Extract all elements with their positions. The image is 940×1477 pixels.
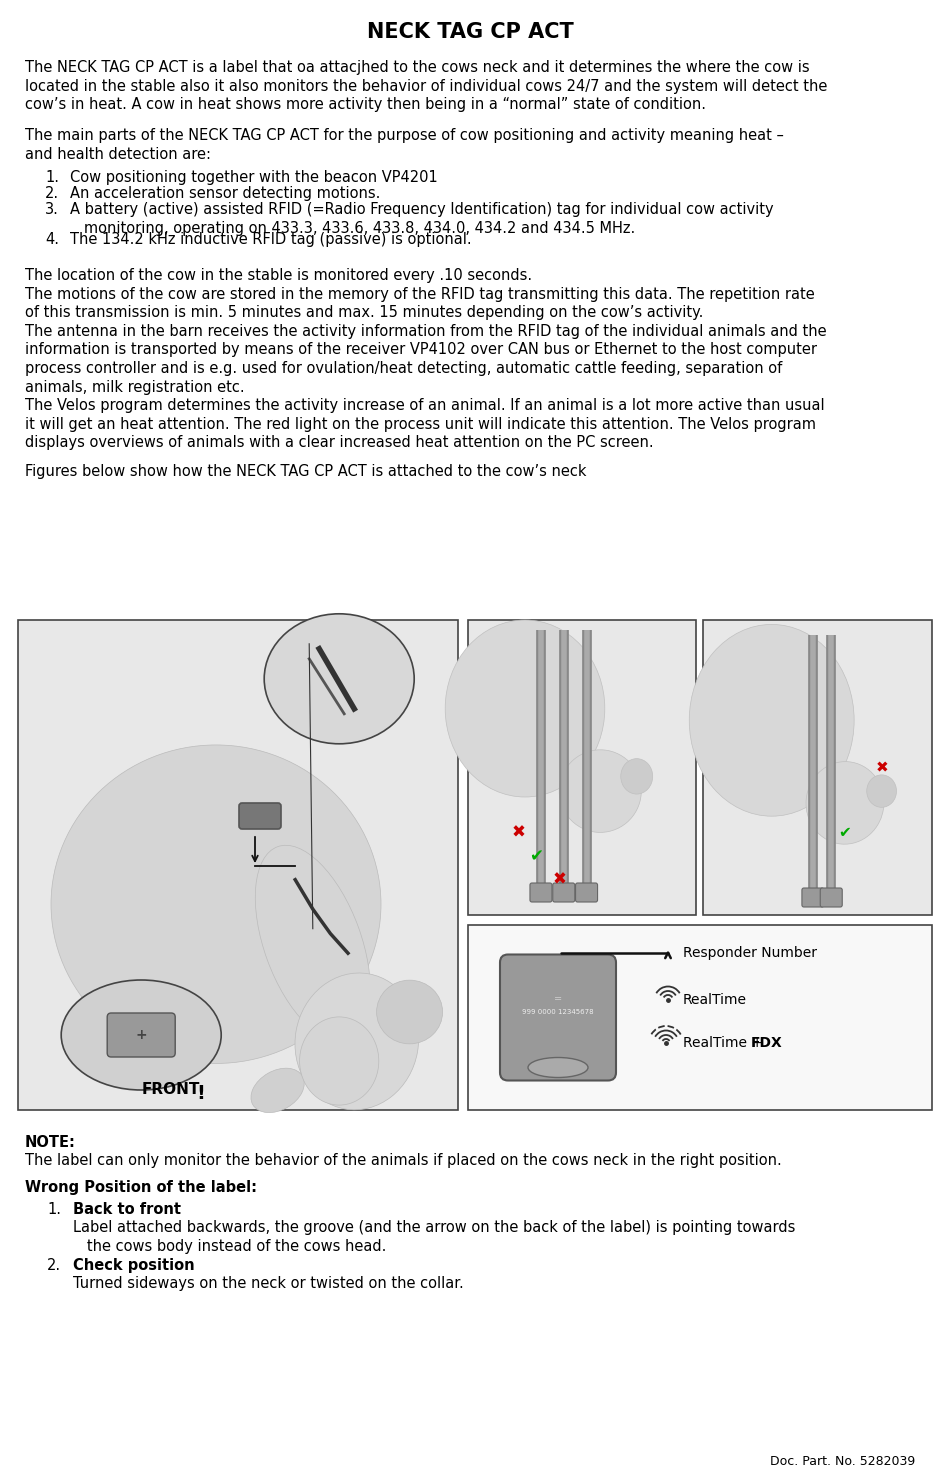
Text: Back to front: Back to front (73, 1202, 181, 1217)
Text: 1.: 1. (47, 1202, 61, 1217)
Text: Responder Number: Responder Number (683, 945, 817, 960)
Text: 1.: 1. (45, 170, 59, 185)
Text: 4.: 4. (45, 232, 59, 247)
Ellipse shape (61, 981, 221, 1090)
FancyBboxPatch shape (553, 883, 574, 902)
Text: ✖: ✖ (875, 761, 888, 775)
Ellipse shape (300, 1016, 379, 1105)
Ellipse shape (256, 845, 370, 1041)
Text: ✖: ✖ (511, 823, 525, 842)
Text: The 134.2 kHz inductive RFID tag (passive) is optional.: The 134.2 kHz inductive RFID tag (passiv… (70, 232, 472, 247)
Ellipse shape (446, 620, 604, 798)
Text: 3.: 3. (45, 202, 59, 217)
Text: ✖: ✖ (553, 870, 566, 889)
FancyBboxPatch shape (821, 888, 842, 907)
Text: An acceleration sensor detecting motions.: An acceleration sensor detecting motions… (70, 186, 381, 201)
Ellipse shape (251, 1068, 305, 1112)
Text: The NECK TAG CP ACT is a label that oa attacjhed to the cows neck and it determi: The NECK TAG CP ACT is a label that oa a… (25, 61, 827, 112)
Ellipse shape (264, 614, 415, 744)
Text: Check position: Check position (73, 1258, 195, 1273)
Bar (18, 620, 458, 1111)
Text: Cow positioning together with the beacon VP4201: Cow positioning together with the beacon… (70, 170, 438, 185)
FancyBboxPatch shape (575, 883, 598, 902)
Bar (468, 925, 932, 1111)
Bar (703, 620, 932, 914)
Bar (468, 620, 696, 914)
FancyBboxPatch shape (802, 888, 824, 907)
Text: ✔: ✔ (529, 846, 543, 866)
FancyBboxPatch shape (500, 954, 616, 1081)
Text: The Velos program determines the activity increase of an animal. If an animal is: The Velos program determines the activit… (25, 397, 824, 450)
Text: +: + (135, 1028, 147, 1041)
Text: The location of the cow in the stable is monitored every .10 seconds.
The motion: The location of the cow in the stable is… (25, 267, 826, 394)
Ellipse shape (806, 762, 884, 845)
Text: NOTE:: NOTE: (25, 1134, 76, 1151)
Text: The main parts of the NECK TAG CP ACT for the purpose of cow positioning and act: The main parts of the NECK TAG CP ACT fo… (25, 128, 784, 161)
FancyBboxPatch shape (530, 883, 552, 902)
Text: 2.: 2. (47, 1258, 61, 1273)
Ellipse shape (867, 775, 897, 808)
Ellipse shape (51, 744, 381, 1063)
Text: RealTime +: RealTime + (683, 1035, 767, 1050)
Text: 999 0000 12345678: 999 0000 12345678 (523, 1009, 594, 1016)
Text: FDX: FDX (751, 1035, 783, 1050)
Text: Wrong Position of the label:: Wrong Position of the label: (25, 1180, 257, 1195)
Ellipse shape (689, 625, 854, 817)
Text: ✔: ✔ (838, 824, 852, 840)
FancyBboxPatch shape (107, 1013, 175, 1058)
Text: The label can only monitor the behavior of the animals if placed on the cows nec: The label can only monitor the behavior … (25, 1154, 782, 1168)
Text: Label attached backwards, the groove (and the arrow on the back of the label) is: Label attached backwards, the groove (an… (73, 1220, 795, 1254)
Ellipse shape (528, 1058, 588, 1078)
Text: A battery (active) assisted RFID (=Radio Frequency Identification) tag for indiv: A battery (active) assisted RFID (=Radio… (70, 202, 774, 236)
Ellipse shape (559, 750, 641, 833)
FancyBboxPatch shape (239, 803, 281, 829)
Text: FRONT: FRONT (141, 1083, 199, 1097)
Text: !: ! (196, 1084, 205, 1103)
Ellipse shape (377, 981, 443, 1044)
Text: NECK TAG CP ACT: NECK TAG CP ACT (367, 22, 573, 41)
Ellipse shape (620, 759, 652, 795)
Text: Turned sideways on the neck or twisted on the collar.: Turned sideways on the neck or twisted o… (73, 1276, 463, 1291)
Text: RealTime: RealTime (683, 993, 747, 1007)
Text: Figures below show how the NECK TAG CP ACT is attached to the cow’s neck: Figures below show how the NECK TAG CP A… (25, 464, 587, 479)
Ellipse shape (295, 973, 418, 1109)
Text: Doc. Part. No. 5282039: Doc. Part. No. 5282039 (770, 1455, 915, 1468)
Text: 2.: 2. (45, 186, 59, 201)
Text: =: = (554, 994, 562, 1004)
